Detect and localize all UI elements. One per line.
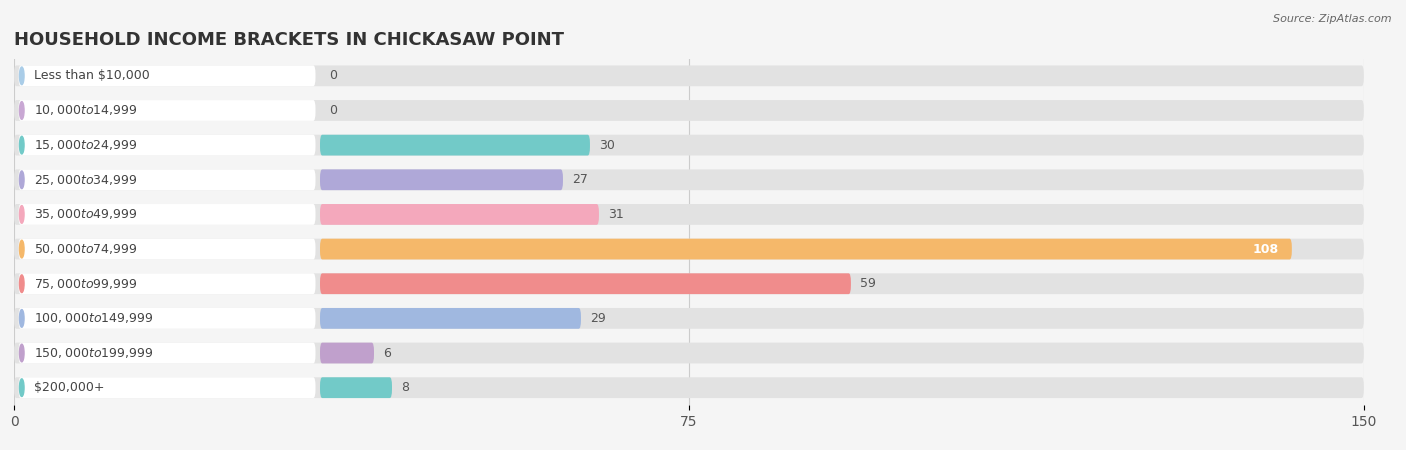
Text: Less than $10,000: Less than $10,000 (34, 69, 150, 82)
Text: $150,000 to $199,999: $150,000 to $199,999 (34, 346, 153, 360)
Circle shape (20, 275, 24, 292)
FancyBboxPatch shape (14, 65, 1364, 86)
Text: Source: ZipAtlas.com: Source: ZipAtlas.com (1274, 14, 1392, 23)
Circle shape (20, 240, 24, 258)
Circle shape (20, 171, 24, 189)
Text: 8: 8 (401, 381, 409, 394)
Text: 27: 27 (572, 173, 588, 186)
Text: 29: 29 (591, 312, 606, 325)
FancyBboxPatch shape (18, 65, 315, 86)
FancyBboxPatch shape (18, 308, 315, 329)
FancyBboxPatch shape (14, 308, 1364, 329)
FancyBboxPatch shape (321, 273, 851, 294)
Text: 108: 108 (1253, 243, 1278, 256)
FancyBboxPatch shape (321, 308, 581, 329)
Text: $75,000 to $99,999: $75,000 to $99,999 (34, 277, 138, 291)
Text: $50,000 to $74,999: $50,000 to $74,999 (34, 242, 138, 256)
FancyBboxPatch shape (14, 273, 1364, 294)
FancyBboxPatch shape (18, 273, 315, 294)
FancyBboxPatch shape (14, 169, 1364, 190)
Text: $200,000+: $200,000+ (34, 381, 104, 394)
FancyBboxPatch shape (321, 377, 392, 398)
FancyBboxPatch shape (321, 342, 374, 364)
FancyBboxPatch shape (18, 342, 315, 364)
FancyBboxPatch shape (14, 238, 1364, 260)
FancyBboxPatch shape (18, 100, 315, 121)
Text: 0: 0 (329, 104, 337, 117)
FancyBboxPatch shape (321, 204, 599, 225)
FancyBboxPatch shape (321, 169, 562, 190)
FancyBboxPatch shape (14, 135, 1364, 156)
Text: 0: 0 (329, 69, 337, 82)
Text: $15,000 to $24,999: $15,000 to $24,999 (34, 138, 138, 152)
Text: 59: 59 (860, 277, 876, 290)
Circle shape (20, 206, 24, 223)
Circle shape (20, 310, 24, 327)
Text: $35,000 to $49,999: $35,000 to $49,999 (34, 207, 138, 221)
Circle shape (20, 379, 24, 396)
FancyBboxPatch shape (18, 377, 315, 398)
Circle shape (20, 136, 24, 154)
FancyBboxPatch shape (14, 377, 1364, 398)
FancyBboxPatch shape (18, 135, 315, 156)
FancyBboxPatch shape (321, 135, 591, 156)
FancyBboxPatch shape (18, 169, 315, 190)
Text: HOUSEHOLD INCOME BRACKETS IN CHICKASAW POINT: HOUSEHOLD INCOME BRACKETS IN CHICKASAW P… (14, 31, 564, 49)
Text: $25,000 to $34,999: $25,000 to $34,999 (34, 173, 138, 187)
FancyBboxPatch shape (14, 342, 1364, 364)
FancyBboxPatch shape (321, 238, 1292, 260)
FancyBboxPatch shape (14, 100, 1364, 121)
FancyBboxPatch shape (18, 238, 315, 260)
FancyBboxPatch shape (14, 204, 1364, 225)
Text: 31: 31 (607, 208, 624, 221)
Text: 30: 30 (599, 139, 614, 152)
FancyBboxPatch shape (18, 204, 315, 225)
Text: $100,000 to $149,999: $100,000 to $149,999 (34, 311, 153, 325)
Text: $10,000 to $14,999: $10,000 to $14,999 (34, 104, 138, 117)
Circle shape (20, 102, 24, 119)
Text: 6: 6 (382, 346, 391, 360)
Circle shape (20, 67, 24, 85)
Circle shape (20, 344, 24, 362)
